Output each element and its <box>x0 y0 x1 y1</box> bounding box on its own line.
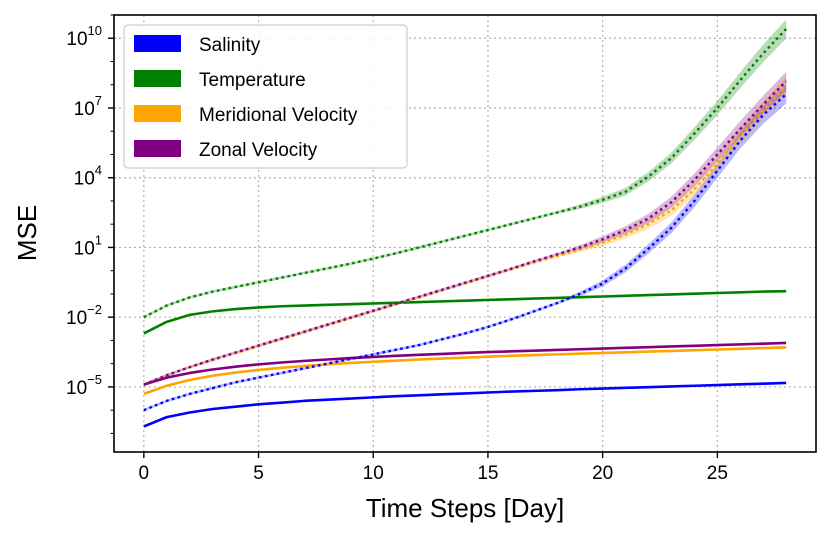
y-tick-label: 10−5 <box>66 372 102 399</box>
legend-label: Temperature <box>199 70 306 91</box>
legend-label: Zonal Velocity <box>199 140 318 161</box>
plot-frame <box>113 14 817 453</box>
line-solid-zonal-velocity <box>143 341 787 386</box>
series-lines <box>143 28 788 428</box>
x-tick-label: 5 <box>253 463 264 484</box>
band-temperature <box>143 19 787 319</box>
x-tick-label: 20 <box>592 463 613 484</box>
y-axis-label: MSE <box>12 205 42 261</box>
legend-swatch <box>134 105 181 122</box>
legend: Salinity Temperature Meridional Velocity Zo… <box>123 24 408 169</box>
line-solid-salinity <box>143 381 787 428</box>
uncertainty-bands <box>143 19 787 412</box>
axes: 0 5 10 15 20 25 1010 107 104 101 10−2 10−5 <box>66 14 728 484</box>
legend-swatch <box>134 140 181 157</box>
x-tick-label: 15 <box>477 463 498 484</box>
y-tick-label: 104 <box>74 163 102 190</box>
x-tick-label: 25 <box>707 463 728 484</box>
line-dotted-salinity <box>143 93 787 412</box>
y-tick-label: 1010 <box>66 23 102 50</box>
legend-swatch <box>134 35 181 52</box>
legend-box <box>123 24 408 169</box>
x-tick-label: 10 <box>363 463 384 484</box>
legend-swatch <box>134 70 181 87</box>
line-dotted-temperature <box>143 28 788 319</box>
line-dotted-zonal-velocity <box>143 80 788 386</box>
y-tick-label: 10−2 <box>66 302 102 329</box>
y-tick-label: 107 <box>74 93 102 120</box>
legend-label: Salinity <box>199 35 261 56</box>
line-solid-temperature <box>143 289 787 335</box>
y-tick-label: 101 <box>74 232 102 259</box>
legend-label: Meridional Velocity <box>199 105 358 126</box>
x-axis-label: Time Steps [Day] <box>366 493 564 523</box>
x-tick-label: 0 <box>139 463 150 484</box>
line-solid-meridional-velocity <box>143 346 787 396</box>
